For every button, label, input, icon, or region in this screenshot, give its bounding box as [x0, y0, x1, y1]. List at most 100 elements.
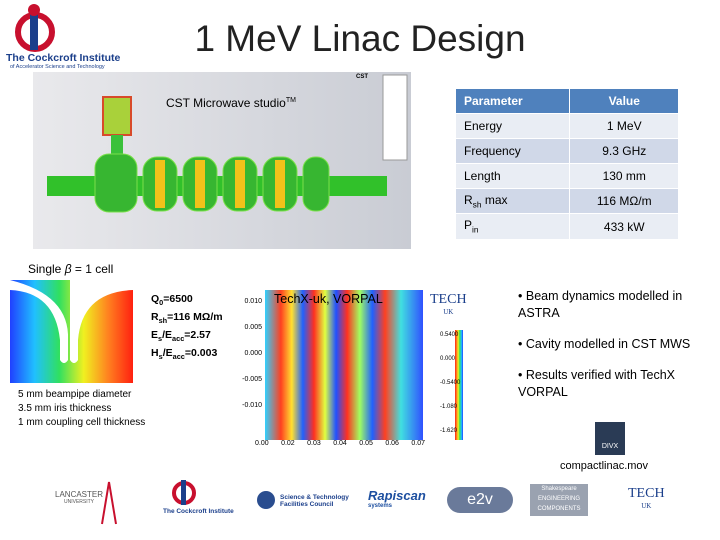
logo-tagline: of Accelerator Science and Technology: [10, 64, 105, 70]
param: Es/Eacc=2.57: [151, 328, 223, 346]
value-cell: 130 mm: [569, 163, 679, 189]
value-cell: 1 MeV: [569, 113, 679, 139]
text-part: H: [151, 347, 159, 360]
text: Single: [28, 262, 65, 276]
logo-text: Rapiscan: [368, 488, 426, 503]
vorpal-title: TechX-uk, VORPAL: [274, 292, 383, 306]
parameter-cell: Frequency: [454, 138, 571, 164]
lancaster-logo: LANCASTER UNIVERSITY: [55, 490, 103, 505]
text-part: sh: [472, 199, 482, 210]
symbol: β: [64, 262, 72, 276]
text-part: s: [158, 334, 163, 344]
y-tick-label: 0.010: [244, 298, 262, 305]
logo-text: Science & Technology: [280, 494, 349, 501]
value-cell: 116 MΩ/m: [569, 187, 679, 215]
x-tick-label: 0.05: [359, 440, 373, 447]
text-part: =2.57: [184, 329, 211, 342]
text-part: =116 MΩ/m: [167, 311, 223, 324]
y-tick-label: -0.005: [242, 376, 262, 383]
text-part: acc: [172, 334, 185, 344]
bullet-text: Cavity modelled in CST MWS: [525, 337, 691, 351]
stfc-mark: [257, 491, 275, 509]
techx-logo: TECH UK: [430, 292, 467, 316]
parameter-cell: Rsh max: [454, 187, 571, 215]
movie-label[interactable]: compactlinac.mov: [560, 460, 649, 472]
cst-badge: CST: [356, 74, 368, 80]
text-part: Q: [151, 293, 160, 305]
logo-icon: [15, 4, 55, 52]
cockcroft-mark: [172, 480, 196, 505]
bullet: • Cavity modelled in CST MWS: [518, 336, 708, 353]
x-tick-label: 0.07: [411, 440, 425, 447]
y-tick-label: -0.010: [242, 402, 262, 409]
x-tick-label: 0.03: [307, 440, 321, 447]
cockcroft-logo: The Cockcroft Institute: [163, 508, 234, 515]
text-part: max: [481, 193, 508, 207]
text-part: =0.003: [184, 347, 218, 360]
logo-text: COMPONENTS: [537, 506, 581, 512]
logo-text: UK: [641, 502, 652, 510]
note: 3.5 mm iris thickness: [18, 403, 112, 414]
text-part: Frequency: [464, 144, 521, 158]
table-row: Length 130 mm: [454, 163, 679, 189]
cst-image: [33, 72, 411, 249]
x-tick-label: 0.02: [281, 440, 295, 447]
colorbar-label: 0.000: [440, 356, 456, 362]
text-part: P: [464, 218, 473, 233]
text-part: s: [158, 352, 163, 362]
colorbar-ticks: 0.5400 0.000 -0.5400 -1.080 -1.620: [440, 332, 470, 452]
text: = 1 cell: [71, 262, 114, 276]
value-cell: 433 kW: [569, 213, 679, 240]
cst-caption: CST Microwave studioTM: [166, 96, 296, 110]
parameter-table: Parameter Value Energy 1 MeV Frequency 9.3 G…: [454, 88, 679, 240]
logo-text: UNIVERSITY: [64, 499, 95, 505]
bullet-text: Results verified with TechX VORPAL: [518, 368, 675, 399]
x-ticks: 0.00 0.02 0.03 0.04 0.05 0.06 0.07: [255, 440, 425, 447]
text-part: Length: [464, 169, 501, 183]
colorbar-label: -1.620: [440, 428, 458, 434]
logo-text: ENGINEERING: [537, 496, 580, 502]
logo-text: systems: [368, 503, 393, 509]
header-cell: Value: [569, 88, 679, 114]
param: Hs/Eacc=0.003: [151, 346, 223, 364]
e2v-logo: e2v: [447, 487, 513, 513]
shakespeare-logo: Shakespeare ENGINEERING COMPONENTS: [530, 484, 588, 516]
text-part: Energy: [464, 119, 503, 133]
table-row: Frequency 9.3 GHz: [454, 138, 679, 164]
cell-image: [10, 280, 133, 383]
x-tick-label: 0.00: [255, 440, 269, 447]
caption-mark: TM: [285, 97, 296, 104]
bullet-dot: •: [518, 368, 526, 382]
colorbar-label: -0.5400: [440, 380, 461, 386]
text-part: /E: [162, 329, 173, 342]
value-cell: 9.3 GHz: [569, 138, 679, 164]
colorbar-label: -1.080: [440, 404, 458, 410]
bullet-list: • Beam dynamics modelled in ASTRA • Cavit…: [518, 288, 708, 415]
bullet-text: Beam dynamics modelled in ASTRA: [518, 289, 683, 320]
vorpal-image: [265, 290, 463, 440]
parameter-cell: Energy: [454, 113, 571, 139]
table-row: Pin 433 kW: [454, 213, 679, 240]
cell-notes: 5 mm beampipe diameter 3.5 mm iris thickn…: [18, 388, 158, 430]
note: 1 mm coupling cell thickness: [18, 417, 146, 428]
caption-text: CST Microwave studio: [166, 96, 286, 110]
stfc-logo: Science & Technology Facilities Council: [280, 494, 349, 508]
bullet: • Results verified with TechX VORPAL: [518, 367, 708, 401]
movie-icon[interactable]: DIVX: [595, 422, 625, 455]
lancaster-mark: [101, 481, 117, 525]
x-tick-label: 0.06: [385, 440, 399, 447]
y-tick-label: 0.005: [244, 324, 262, 331]
table-row: Rsh max 116 MΩ/m: [454, 187, 679, 215]
y-ticks: 0.010 0.005 0.000 -0.005 -0.010: [236, 298, 262, 428]
text-part: /E: [162, 347, 173, 360]
text-part: acc: [172, 352, 185, 362]
logo-text: Shakespeare: [541, 486, 577, 492]
bullet-dot: •: [518, 337, 526, 351]
title: 1 MeV Linac Design: [194, 18, 526, 59]
techx-footer-logo: TECH UK: [628, 486, 665, 510]
bullet: • Beam dynamics modelled in ASTRA: [518, 288, 708, 322]
x-tick-label: 0.04: [333, 440, 347, 447]
cell-heading: Single β = 1 cell: [28, 262, 113, 276]
cell-params: Q0=6500 Rsh=116 MΩ/m Es/Eacc=2.57 Hs/Eacc=0…: [151, 292, 223, 364]
